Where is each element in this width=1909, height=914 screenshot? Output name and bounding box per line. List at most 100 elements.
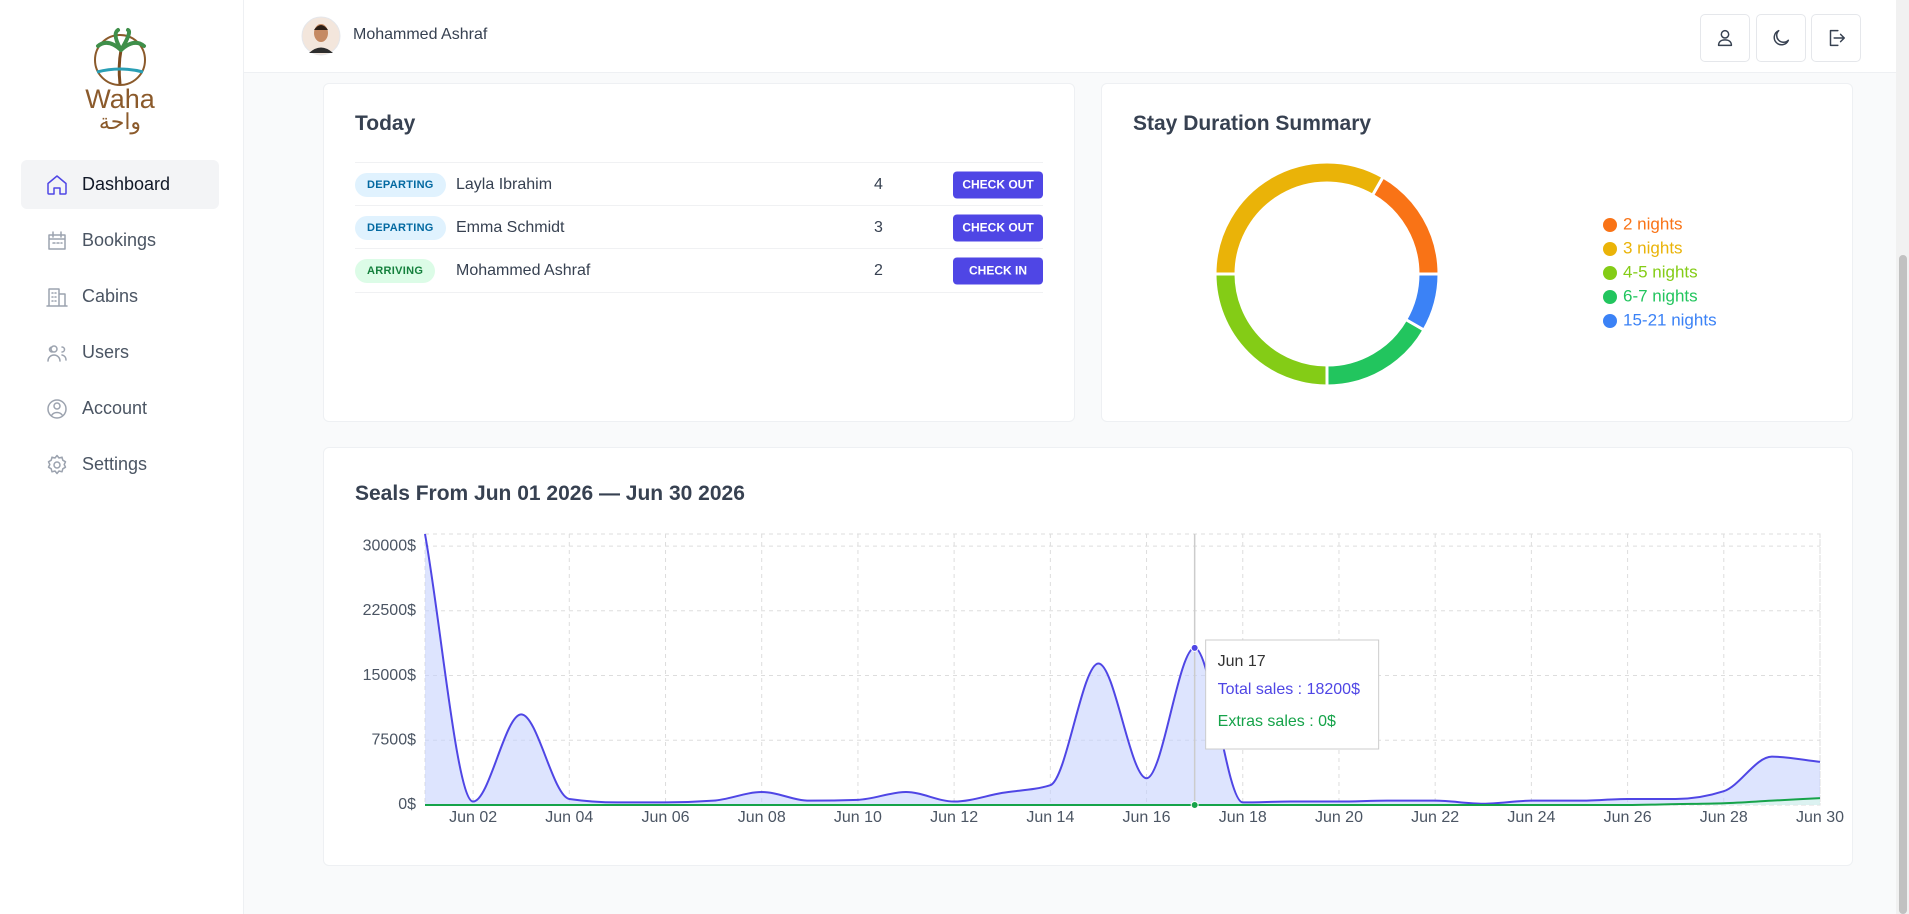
nav-icon-path: [47, 174, 67, 195]
donut-slice: [1325, 317, 1427, 388]
scrollbar-thumb[interactable]: [1899, 255, 1907, 914]
area-fill: [425, 534, 1820, 805]
nav-item[interactable]: Dashboard: [21, 160, 219, 209]
logo-ring: [94, 34, 146, 86]
tooltip-box: [1205, 639, 1380, 750]
stay-card: Stay Duration Summary 2 nights 3 nights 4-…: [1101, 83, 1853, 422]
nav-icon-path: [46, 287, 68, 307]
nav-icon: [47, 454, 67, 474]
sales-card: Seals From Jun 01 2026 — Jun 30 2026 0$ 7…: [323, 447, 1853, 866]
avatar-hair: [314, 25, 328, 30]
tooltip-line: Total sales : 18200$: [1218, 681, 1360, 698]
user-icon: [1717, 29, 1733, 47]
y-tick-label: 7500$: [372, 731, 417, 748]
nav-icon-path: [47, 344, 67, 362]
x-tick-label: Jun 04: [545, 809, 593, 826]
x-tick-label: Jun 26: [1604, 809, 1652, 826]
nav-icon-path: [47, 398, 67, 419]
nav-icon: [47, 174, 67, 195]
legend-dot: [1603, 242, 1617, 256]
legend-dot: [1603, 218, 1617, 232]
x-tick-label: Jun 14: [1026, 809, 1074, 826]
tooltip-line: Extras sales : 0$: [1218, 713, 1336, 730]
avatar: [301, 16, 341, 56]
status-badge: ARRIVING: [355, 258, 436, 283]
nights: 4: [874, 175, 883, 193]
logo-trunk: [117, 49, 123, 85]
active-dot: [1190, 801, 1199, 809]
x-tick-label: Jun 24: [1507, 809, 1555, 826]
donut-chart: 2 nights 3 nights 4-5 nights 6-7 nights 15-2…: [1213, 160, 1717, 388]
theme-button[interactable]: [1756, 14, 1806, 62]
sidebar: Waha واحة Dashboard Bookings Cabins Users Ac…: [0, 0, 244, 914]
action-button[interactable]: CHECK OUT: [953, 214, 1043, 241]
header: Mohammed Ashraf: [244, 0, 1896, 73]
nav-item[interactable]: Settings: [21, 440, 219, 489]
y-tick-label: 30000$: [363, 537, 416, 554]
x-tick-label: Jun 30: [1796, 809, 1844, 826]
x-tick-label: Jun 28: [1700, 809, 1748, 826]
nav-label: Settings: [82, 454, 148, 474]
nav-icon: [48, 230, 66, 250]
nav-item[interactable]: Cabins: [21, 272, 219, 321]
nav-icon-path: [47, 454, 67, 474]
brand-arabic: واحة: [99, 109, 141, 135]
tooltip-label: Jun 17: [1218, 653, 1266, 670]
x-tick-label: Jun 20: [1315, 809, 1363, 826]
nav-item[interactable]: Account: [21, 384, 219, 433]
legend-label: 6-7 nights: [1623, 286, 1698, 305]
today-card: Today DEPARTING Layla Ibrahim 4 CHECK OUT DE…: [323, 83, 1075, 422]
status-badge: DEPARTING: [355, 172, 446, 197]
brand: Waha: [85, 84, 156, 114]
y-tick-label: 22500$: [363, 602, 416, 619]
logo-leaves: [96, 28, 146, 52]
card-title: Today: [355, 112, 416, 135]
donut-slice: [1213, 160, 1386, 276]
logout-button[interactable]: [1811, 14, 1861, 62]
nav-icon: [47, 344, 67, 362]
nav-icon-path: [48, 230, 66, 250]
legend-dot: [1603, 290, 1617, 304]
action-button[interactable]: CHECK IN: [953, 257, 1043, 284]
booking-row: DEPARTING Layla Ibrahim 4 CHECK OUT: [355, 162, 1043, 206]
user-name: Mohammed Ashraf: [353, 26, 488, 43]
legend-label: 3 nights: [1623, 238, 1683, 257]
guest-name: Emma Schmidt: [456, 218, 565, 236]
nav-label: Account: [82, 398, 148, 418]
x-tick-label: Jun 10: [834, 809, 882, 826]
guest-name: Mohammed Ashraf: [456, 261, 591, 279]
moon-icon: [1773, 29, 1790, 46]
legend-dot: [1603, 314, 1617, 328]
x-tick-label: Jun 22: [1411, 809, 1459, 826]
legend-label: 15-21 nights: [1623, 310, 1717, 329]
legend-label: 4-5 nights: [1623, 262, 1698, 281]
status-badge: DEPARTING: [355, 215, 446, 240]
nav-item[interactable]: Bookings: [21, 216, 219, 265]
series-line: [424, 533, 1821, 805]
nav-label: Users: [82, 342, 130, 362]
active-dot: [1190, 643, 1199, 652]
series-line: [425, 797, 1821, 806]
logo: Waha واحة: [85, 28, 156, 135]
donut-slice: [1403, 272, 1441, 333]
nav-icon: [46, 287, 68, 307]
legend-dot: [1603, 266, 1617, 280]
nav-label: Dashboard: [82, 174, 171, 194]
avatar-body: [309, 47, 333, 53]
booking-row: ARRIVING Mohammed Ashraf 2 CHECK IN: [355, 248, 1043, 293]
x-tick-label: Jun 08: [738, 809, 786, 826]
card-title: Seals From Jun 01 2026 — Jun 30 2026: [355, 482, 745, 505]
booking-row: DEPARTING Emma Schmidt 3 CHECK OUT: [355, 205, 1043, 249]
card-title: Stay Duration Summary: [1133, 112, 1372, 135]
x-tick-label: Jun 12: [930, 809, 978, 826]
donut-slice: [1213, 272, 1329, 388]
nights: 2: [874, 261, 883, 279]
x-tick-label: Jun 06: [641, 809, 689, 826]
action-button[interactable]: CHECK OUT: [953, 171, 1043, 198]
x-tick-label: Jun 16: [1123, 809, 1171, 826]
logo-water: [96, 67, 144, 74]
guest-name: Layla Ibrahim: [456, 175, 553, 193]
account-button[interactable]: [1700, 14, 1750, 62]
nav-item[interactable]: Users: [21, 328, 219, 377]
